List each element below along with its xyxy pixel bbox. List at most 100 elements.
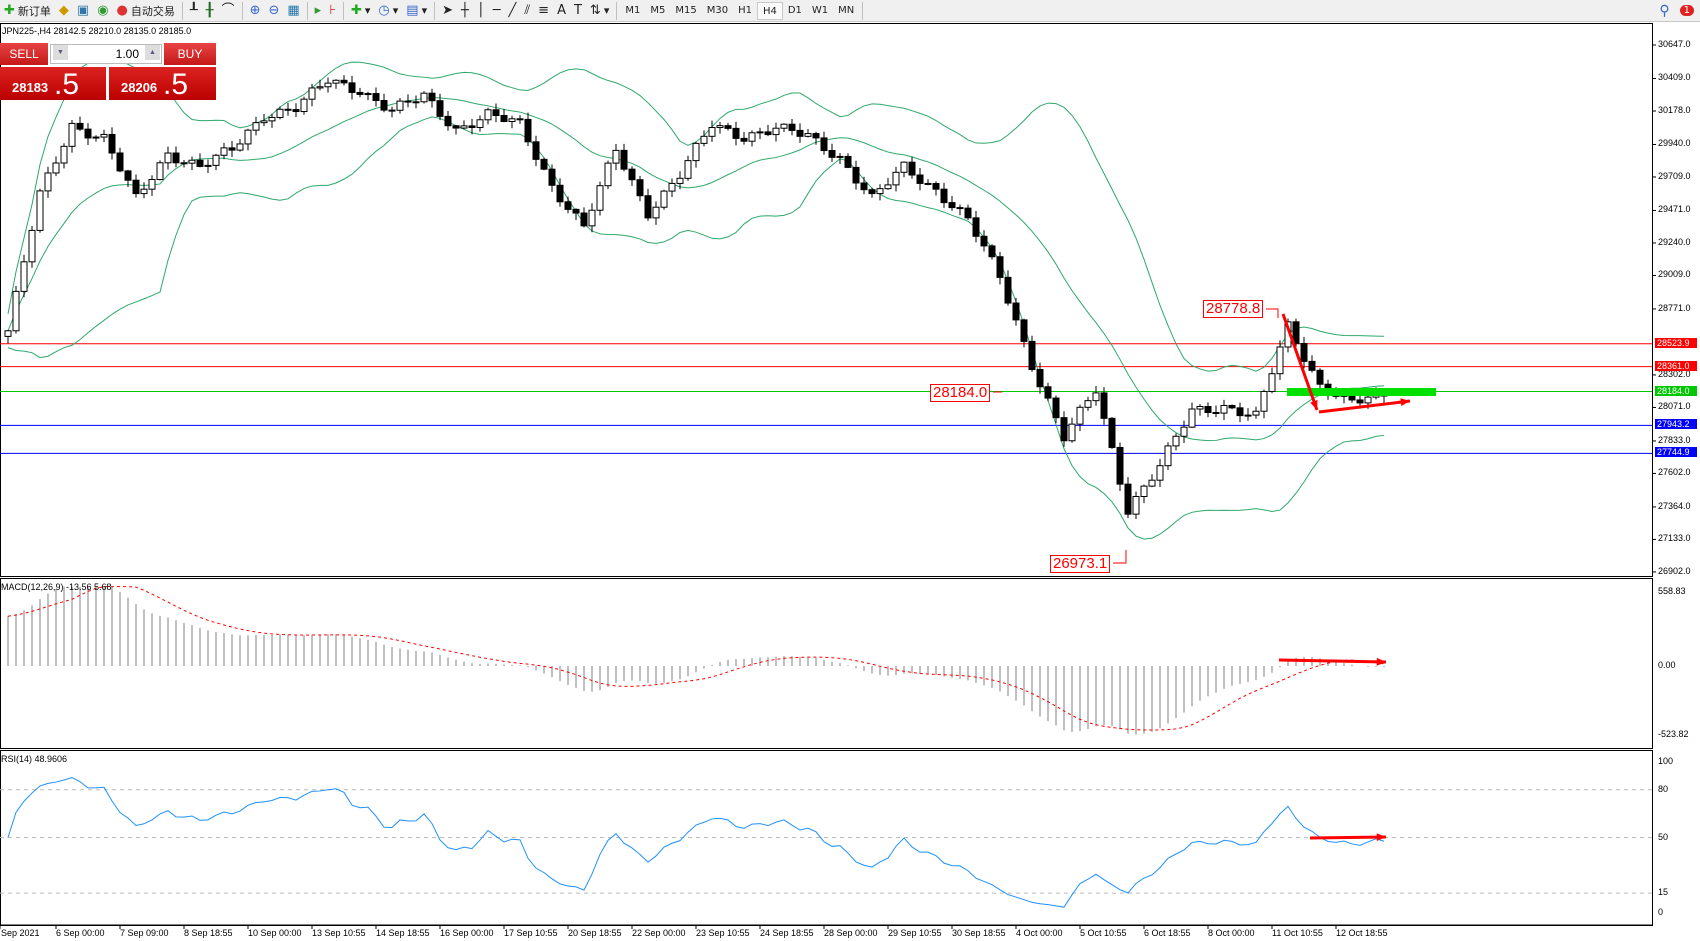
divider	[241, 1, 243, 20]
price-axis-label: 29240.0	[1658, 236, 1691, 247]
divider	[862, 1, 864, 20]
bearish-candle	[1316, 369, 1324, 385]
timeframe-w1[interactable]: W1	[811, 4, 829, 16]
trendline-button[interactable]: ╱	[505, 1, 521, 21]
arrows-button[interactable]: ⇅ ▾	[589, 3, 610, 18]
bullish-candle	[604, 162, 612, 187]
time-axis-label: 17 Sep 10:55	[504, 928, 558, 938]
bearish-candle	[196, 159, 204, 167]
bearish-candle	[932, 182, 940, 190]
macd-axis-label: -523.82	[1658, 728, 1689, 739]
price-axis-label: 26902.0	[1658, 565, 1691, 576]
bearish-candle	[628, 168, 636, 181]
tile-windows-button[interactable]: ▦	[283, 1, 303, 21]
bearish-candle	[940, 188, 948, 204]
rsi-drawn-arrow-head	[1376, 833, 1386, 842]
signal-icon: ◉	[97, 3, 109, 18]
bullish-candle	[1268, 373, 1276, 392]
bullish-candle	[692, 142, 700, 162]
fibonacci-button[interactable]: ≡	[534, 1, 553, 21]
zoom-in-button[interactable]: ⊕	[246, 1, 265, 21]
channel-icon: ⫽	[524, 3, 531, 18]
bullish-candle	[92, 136, 100, 139]
sell-button[interactable]: SELL	[0, 43, 48, 65]
time-axis-label: 6 Oct 18:55	[1144, 928, 1191, 938]
timeframe-mn[interactable]: MN	[838, 4, 855, 16]
horizontal-line-button[interactable]: ─	[489, 1, 505, 21]
rsi-line	[7, 777, 1385, 908]
terminal-button[interactable]: ▣	[73, 1, 93, 21]
bullish-candle	[412, 101, 420, 104]
candle-chart-button[interactable]: ╂	[202, 1, 218, 21]
bearish-candle	[924, 182, 932, 185]
time-axis-label: 28 Sep 00:00	[824, 928, 878, 938]
bearish-candle	[1292, 321, 1300, 345]
lot-decrease-icon[interactable]: ▼	[53, 45, 68, 60]
sell-price[interactable]: 28183.5	[0, 67, 106, 101]
gold-icon: ◆	[58, 3, 69, 18]
bearish-candle	[292, 109, 300, 113]
bearish-candle	[1036, 369, 1044, 388]
timeframe-m15[interactable]: M15	[675, 4, 697, 16]
time-axis-label: 7 Sep 09:00	[120, 928, 169, 938]
periods-button[interactable]: ◷ ▾	[378, 3, 399, 18]
drawn-arrow-down-head	[1310, 400, 1318, 410]
timeframe-m1[interactable]: M1	[625, 4, 641, 16]
timeframe-m5[interactable]: M5	[650, 4, 666, 16]
crosshair-button[interactable]: ┼	[457, 1, 473, 21]
chart-shift-button[interactable]: ⊦	[325, 1, 340, 21]
bearish-candle	[444, 115, 452, 127]
macd-axis-label: 0.00	[1658, 660, 1676, 670]
cursor-button[interactable]: ➤	[438, 1, 457, 21]
bullish-candle	[364, 93, 372, 96]
bearish-candle	[620, 149, 628, 170]
drawn-arrow-down	[1281, 313, 1319, 411]
bullish-candle	[164, 152, 172, 164]
lot-size-input[interactable]: 1.00	[50, 44, 162, 64]
text-button[interactable]: A	[553, 1, 570, 21]
price-axis-label: 30178.0	[1658, 104, 1691, 115]
bullish-candle	[652, 206, 660, 219]
scroll-chart-button[interactable]: ▸	[311, 1, 326, 21]
bearish-candle	[108, 133, 116, 154]
timeframe-m30[interactable]: M30	[706, 4, 729, 16]
bullish-candle	[188, 159, 196, 164]
buy-button[interactable]: BUY	[164, 43, 216, 65]
templates-button[interactable]: ▤ ▾	[406, 3, 428, 18]
new-order-button[interactable]: ✚ 新订单	[4, 3, 51, 18]
indicators-button[interactable]: ✚ ▾	[350, 3, 371, 18]
macd-axis-label: 558.83	[1658, 586, 1686, 597]
bar-chart-button[interactable]: ┸	[186, 1, 202, 21]
time-axis-label: 6 Sep 00:00	[56, 928, 105, 938]
lot-increase-icon[interactable]: ▲	[145, 45, 160, 60]
panel-frame	[0, 578, 1653, 749]
channel-button[interactable]: ⫽	[520, 1, 534, 21]
zoom-out-button[interactable]: ⊖	[264, 1, 283, 21]
bearish-candle	[724, 125, 732, 129]
timeframe-d1[interactable]: D1	[787, 4, 802, 16]
auto-trading-button[interactable]: ● 自动交易	[116, 3, 175, 18]
bearish-candle	[1212, 411, 1220, 414]
terminal-icon: ▣	[76, 3, 90, 18]
timeframe-h4[interactable]: H4	[756, 1, 783, 20]
market-watch-button[interactable]: ◆	[55, 1, 73, 21]
bullish-candle	[700, 135, 708, 144]
timeframe-h1[interactable]: H1	[738, 4, 752, 16]
panel-frame	[0, 23, 1653, 577]
vertical-line-button[interactable]: │	[473, 1, 489, 21]
bullish-candle	[20, 261, 28, 292]
rsi-label: RSI(14) 48.9606	[1, 754, 68, 764]
signals-button[interactable]: ◉	[93, 1, 112, 21]
line-chart-button[interactable]: ⌒	[218, 1, 239, 21]
bullish-candle	[316, 86, 324, 89]
bearish-candle	[988, 245, 996, 258]
macd-label: MACD(12,26,9) -13.56 5.68	[1, 582, 112, 592]
bearish-candle	[492, 109, 500, 117]
label-button[interactable]: T	[570, 1, 586, 21]
buy-price[interactable]: 28206.5	[109, 67, 216, 101]
search-icon[interactable]: ⚲	[1659, 2, 1670, 19]
bullish-candle	[252, 122, 260, 131]
notification-badge[interactable]: 1	[1679, 5, 1694, 16]
bearish-candle	[540, 158, 548, 170]
